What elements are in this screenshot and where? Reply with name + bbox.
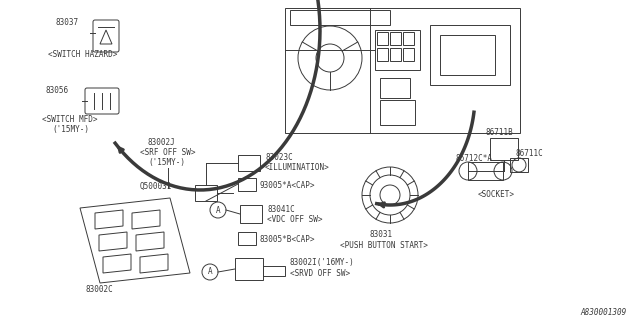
Text: <ILLUMINATION>: <ILLUMINATION> — [265, 163, 330, 172]
Bar — [263, 266, 285, 276]
Bar — [403, 48, 414, 61]
Bar — [468, 162, 503, 180]
Text: <SOCKET>: <SOCKET> — [478, 190, 515, 199]
Bar — [290, 10, 390, 25]
Bar — [430, 25, 510, 85]
Text: <SRVD OFF SW>: <SRVD OFF SW> — [290, 269, 350, 278]
Bar — [440, 35, 495, 75]
Bar — [390, 32, 401, 45]
Bar — [380, 78, 410, 98]
Text: 86711C: 86711C — [515, 149, 543, 158]
Bar — [238, 178, 256, 191]
Bar — [375, 30, 420, 70]
Text: ('15MY-): ('15MY-) — [52, 125, 89, 134]
Bar — [285, 8, 520, 133]
Text: Q500031: Q500031 — [140, 182, 172, 191]
Text: 86711B: 86711B — [485, 128, 513, 137]
Text: 83002I('16MY-): 83002I('16MY-) — [290, 258, 355, 267]
Text: A830001309: A830001309 — [580, 308, 627, 317]
Text: <SWITCH HAZARD>: <SWITCH HAZARD> — [48, 50, 117, 59]
Bar — [380, 100, 415, 125]
Bar — [195, 185, 217, 201]
Bar — [235, 258, 263, 280]
Text: 83005*B<CAP>: 83005*B<CAP> — [260, 235, 316, 244]
Bar — [238, 232, 256, 245]
Bar — [377, 32, 388, 45]
Text: 83031: 83031 — [370, 230, 393, 239]
Text: 83023C: 83023C — [265, 153, 292, 162]
Text: 83002C: 83002C — [85, 285, 113, 294]
Text: A: A — [216, 205, 220, 214]
Text: <SRF OFF SW>: <SRF OFF SW> — [140, 148, 195, 157]
Text: 83002J: 83002J — [148, 138, 176, 147]
Text: <SWITCH MFD>: <SWITCH MFD> — [42, 115, 97, 124]
Bar — [390, 48, 401, 61]
Bar — [238, 155, 260, 171]
Bar — [403, 32, 414, 45]
Bar — [510, 158, 528, 172]
Bar — [240, 205, 262, 223]
Text: 83037: 83037 — [55, 18, 78, 27]
Bar — [377, 48, 388, 61]
Text: 83056: 83056 — [45, 86, 68, 95]
Text: <PUSH BUTTON START>: <PUSH BUTTON START> — [340, 241, 428, 250]
Text: 86712C*A: 86712C*A — [456, 154, 493, 163]
Text: 93005*A<CAP>: 93005*A<CAP> — [260, 181, 316, 190]
Text: A: A — [208, 268, 212, 276]
Text: 83041C: 83041C — [267, 205, 295, 214]
Text: <VDC OFF SW>: <VDC OFF SW> — [267, 215, 323, 224]
Text: ('15MY-): ('15MY-) — [148, 158, 185, 167]
Bar — [490, 138, 518, 160]
